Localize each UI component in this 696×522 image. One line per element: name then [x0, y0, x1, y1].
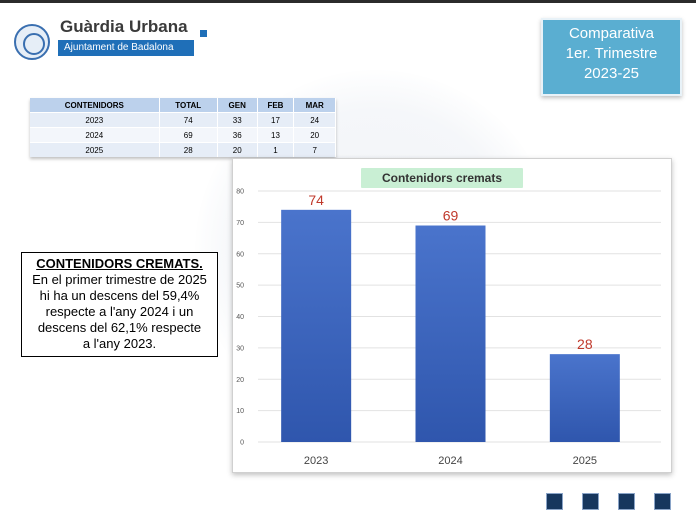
nav-button-next[interactable]: [618, 493, 635, 510]
chart-title: Contenidors cremats: [382, 171, 502, 185]
header-mar: MAR: [293, 98, 336, 113]
nav-button-first[interactable]: [546, 493, 563, 510]
table-cell: 33: [217, 112, 258, 128]
x-tick-label: 2024: [438, 455, 462, 467]
x-tick-label: 2023: [304, 455, 328, 467]
table-header-row: CONTENIDORS TOTAL GEN FEB MAR: [30, 98, 336, 113]
table-cell: 28: [159, 142, 218, 157]
y-tick-label: 20: [236, 377, 244, 384]
bar-2025: [549, 354, 620, 442]
logo-square-mark: [200, 30, 207, 37]
comparison-title-box: Comparativa 1er. Trimestre 2023-25: [541, 18, 682, 96]
table-cell: 20: [217, 142, 258, 157]
table-row: 2023 74 33 17 24: [30, 112, 336, 128]
table-cell: 36: [217, 127, 258, 143]
table-cell: 1: [257, 142, 295, 157]
y-tick-label: 40: [236, 314, 244, 321]
table-cell: 24: [293, 112, 336, 128]
comparison-line-1: Comparativa: [568, 25, 655, 42]
bar-chart: Contenidors cremats 0 10 20 30 40 50 60 70 80 74 20…: [236, 168, 661, 467]
comparison-line-2: 1er. Trimestre: [565, 45, 658, 62]
y-tick-label: 30: [236, 345, 244, 352]
guardia-urbana-logo: Guàrdia Urbana Ajuntament de Badalona: [14, 16, 207, 66]
table-cell: 2025: [30, 142, 160, 157]
table-row: 2025 28 20 1 7: [30, 142, 336, 157]
y-tick-label: 80: [236, 189, 244, 196]
logo-title: Guàrdia Urbana: [60, 17, 188, 36]
nav-button-last[interactable]: [654, 493, 671, 510]
top-border: [0, 0, 696, 3]
y-tick-label: 60: [236, 251, 244, 258]
comparison-line-3: 2023-25: [583, 65, 640, 82]
bar-2024: [415, 225, 486, 442]
summary-table: CONTENIDORS TOTAL GEN FEB MAR 2023 74 33…: [30, 98, 336, 157]
table-cell: 74: [159, 112, 218, 128]
data-label: 69: [443, 208, 459, 224]
bar-2023: [281, 209, 352, 442]
y-tick-label: 70: [236, 220, 244, 227]
y-tick-label: 0: [240, 440, 244, 447]
header-feb: FEB: [257, 98, 295, 113]
summary-line: En el primer trimestre de 2025: [32, 272, 207, 287]
summary-line: hi ha un descens del 59,4%: [39, 288, 200, 303]
table-cell: 69: [159, 127, 218, 143]
data-label: 74: [308, 192, 324, 208]
header-total: TOTAL: [159, 98, 218, 113]
table-cell: 20: [293, 127, 336, 143]
table-cell: 17: [257, 112, 295, 128]
chart-title-background: [361, 168, 523, 188]
summary-line: descens del 62,1% respecte: [37, 320, 202, 335]
header-gen: GEN: [217, 98, 258, 113]
nav-button-previous[interactable]: [582, 493, 599, 510]
summary-textbox: CONTENIDORS CREMATS. En el primer trimes…: [21, 252, 218, 357]
bar-chart-panel: Contenidors cremats 0 10 20 30 40 50 60 70 80 74 20…: [232, 158, 672, 473]
summary-title: CONTENIDORS CREMATS.: [36, 256, 203, 271]
data-label: 28: [577, 336, 593, 352]
logo-subtitle: Ajuntament de Badalona: [58, 40, 194, 56]
table-cell: 2024: [30, 127, 160, 143]
table-row: 2024 69 36 13 20: [30, 127, 336, 143]
y-tick-label: 50: [236, 283, 244, 290]
badalona-coat-of-arms-icon: [14, 24, 50, 60]
table-cell: 2023: [30, 112, 160, 128]
x-tick-label: 2025: [573, 455, 597, 467]
header-contenidors: CONTENIDORS: [30, 98, 160, 113]
summary-line: respecte a l'any 2024 i un: [45, 304, 194, 319]
table-cell: 7: [293, 142, 336, 157]
y-tick-label: 10: [236, 408, 244, 415]
table-cell: 13: [257, 127, 295, 143]
summary-line: a l'any 2023.: [82, 336, 157, 351]
